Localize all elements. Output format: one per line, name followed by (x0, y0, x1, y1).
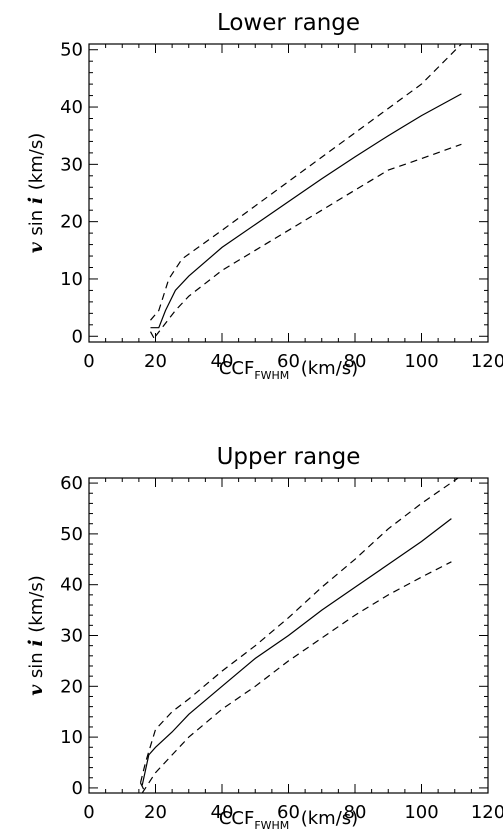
x-axis-label: CCFFWHM (km/s) (219, 808, 358, 832)
x-tick-label: 80 (344, 351, 367, 372)
series-line-1-solid (150, 93, 462, 329)
x-tick-label: 80 (344, 802, 367, 823)
series-line-2-dashed (150, 44, 462, 321)
plot-frame (88, 43, 489, 343)
chart-title: Lower range (217, 10, 360, 36)
x-tick-label: 60 (277, 351, 300, 372)
x-tick-label: 100 (404, 351, 438, 372)
chart-2: 0 20 40 60 80 100 120 0 10 20 30 40 50 60 Upper range C… (25, 444, 503, 832)
y-tick-label: 0 (72, 778, 83, 799)
y-tick-label: 20 (60, 212, 83, 233)
x-tick-label: 100 (404, 802, 438, 823)
x-axis-label: CCFFWHM (km/s) (219, 358, 358, 382)
y-tick-label: 30 (60, 626, 83, 647)
x-tick-label: 40 (211, 802, 234, 823)
x-tick-label: 60 (277, 802, 300, 823)
x-tick-label: 0 (83, 802, 94, 823)
chart-title: Upper range (217, 444, 361, 470)
x-tick-label: 40 (211, 351, 234, 372)
series-line-4-dashed (149, 331, 157, 342)
series-line-4-dashed (139, 782, 147, 793)
y-tick-label: 40 (60, 575, 83, 596)
y-axis-label: v sin i (km/s) (25, 575, 47, 695)
y-tick-label: 40 (60, 97, 83, 118)
y-tick-label: 10 (60, 727, 83, 748)
x-tick-label: 20 (144, 351, 167, 372)
y-tick-label: 50 (60, 524, 83, 545)
x-tick-label: 120 (471, 351, 503, 372)
y-tick-label: 60 (60, 473, 83, 494)
y-tick-label: 30 (60, 154, 83, 175)
series-line-1-solid (141, 518, 452, 786)
x-tick-label: 0 (83, 351, 94, 372)
series-line-3-dashed (141, 561, 452, 793)
y-tick-label: 50 (60, 40, 83, 61)
chart-1: 0 20 40 60 80 100 120 0 10 20 30 40 50 Lower range CCF… (25, 10, 503, 382)
x-tick-label: 20 (144, 802, 167, 823)
series-line-3-dashed (155, 143, 462, 337)
y-tick-label: 20 (60, 676, 83, 697)
y-tick-label: 0 (72, 326, 83, 347)
y-tick-label: 10 (60, 269, 83, 290)
y-axis-label: v sin i (km/s) (25, 133, 47, 253)
x-tick-label: 120 (471, 802, 503, 823)
series-line-2-dashed (139, 478, 459, 783)
